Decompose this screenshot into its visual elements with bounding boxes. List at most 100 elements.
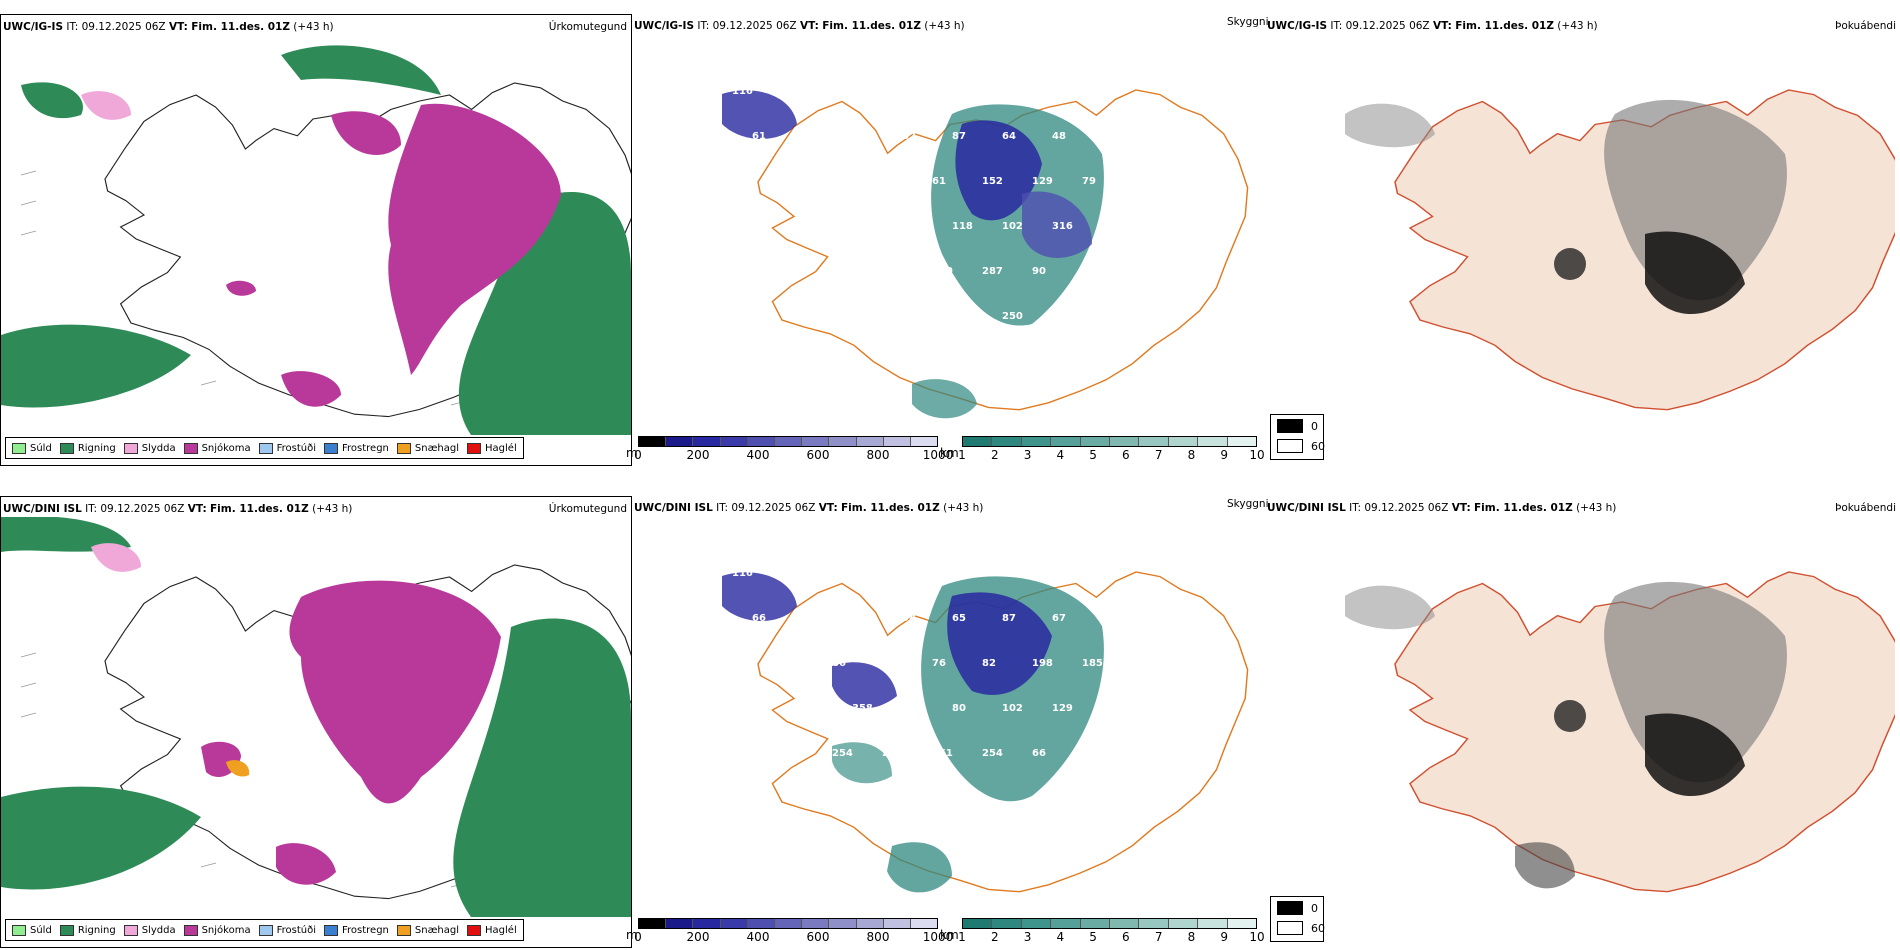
colorbar-segment <box>883 437 911 446</box>
model-name: UWC/DINI ISL <box>634 502 713 514</box>
snow-unit: m <box>626 446 638 460</box>
colorbar-tick: 400 <box>746 930 770 944</box>
legend-item: Slydda <box>123 442 176 454</box>
snow-depth-label: 129 <box>1032 176 1053 187</box>
it-label: IT: <box>697 20 710 32</box>
valid-time: Fim. 11.des. 01Z <box>841 502 940 514</box>
fog-label-0: 0 <box>1311 419 1318 433</box>
snow-depth-label: 41 <box>732 658 746 669</box>
snow-depth-label: 76 <box>932 658 946 669</box>
lead-time: (+43 h) <box>924 20 965 32</box>
snow-depth-label: 81 <box>1102 613 1116 624</box>
snow-depth-label: 53 <box>882 568 896 579</box>
colorbar-tick: 1 <box>958 448 966 462</box>
colorbar-segment <box>720 919 748 928</box>
vt-label: VT: <box>1451 502 1471 514</box>
low-visibility-area <box>887 842 952 893</box>
colorbar-segment <box>1110 919 1140 928</box>
snow-depth-label: 163 <box>1082 266 1103 277</box>
colorbar-segment <box>883 919 911 928</box>
visibility-colorbar: 1 2 3 4 5 6 7 8 9 10 km <box>940 436 1265 462</box>
fog-indicator-panel: UWC/DINI ISL IT: 09.12.2025 06Z VT: Fim.… <box>1265 496 1900 948</box>
colorbar-segment <box>666 919 694 928</box>
colorbar-segment <box>1139 919 1169 928</box>
legend-item: Súld <box>12 442 52 454</box>
precip-map <box>1 35 631 435</box>
legend-swatch <box>12 442 26 454</box>
snow-depth-label: 91 <box>982 86 996 97</box>
snow-depth-area <box>947 592 1052 695</box>
snow-depth-label: 227 <box>852 793 873 804</box>
colorbar-segment <box>1021 437 1052 446</box>
colorbar-tick: 2 <box>990 448 999 462</box>
colorbar-tick: 5 <box>1089 930 1097 944</box>
colorbar-tick: 800 <box>866 930 890 944</box>
sleet-area <box>91 543 141 572</box>
legend-label: Slydda <box>141 924 176 936</box>
colorbar-segment <box>666 437 694 446</box>
colorbar-tick: 4 <box>1056 448 1065 462</box>
colorbar-tick: 800 <box>866 448 890 462</box>
snow-depth-label: 118 <box>952 221 973 232</box>
snow-depth-label: 86 <box>782 176 796 187</box>
legend-item: Frostúði <box>258 442 316 454</box>
vt-label: VT: <box>799 20 819 32</box>
snow-depth-label: 61 <box>932 176 946 187</box>
colorbar-segment <box>963 919 993 928</box>
snow-depth-label: 254 <box>832 748 853 759</box>
ice-pellets-area <box>226 760 250 777</box>
legend-label: Slydda <box>141 442 176 454</box>
snow-depth-label: 57 <box>982 568 996 579</box>
colorbar-tick: 6 <box>1122 448 1130 462</box>
colorbar-segment <box>963 437 993 446</box>
snow-depth-label: 66 <box>752 613 766 624</box>
snow-depth-label: 87 <box>1002 613 1016 624</box>
snow-depth-label: 99 <box>882 266 896 277</box>
snow-depth-label: 67 <box>1052 613 1066 624</box>
snow-area <box>331 111 401 155</box>
fog-label-60: 60 <box>1311 439 1325 453</box>
low-visibility-area <box>832 742 892 784</box>
legend-item: Frostregn <box>324 924 389 936</box>
legend-label: Frostúði <box>276 442 316 454</box>
snow-depth-label: 119 <box>752 703 773 714</box>
snow-depth-label: 102 <box>1002 221 1023 232</box>
valid-time: Fim. 11.des. 01Z <box>822 20 921 32</box>
it-label: IT: <box>716 502 729 514</box>
panel-title-visibility: Skyggni <box>1227 498 1269 510</box>
legend-label: Snæhagl <box>414 924 460 936</box>
snow-depth-label: 58 <box>782 86 796 97</box>
visibility-map: 116 58 68 55 82 91 57 51 61 76 83 82 87 64 48 48 120 86 84… <box>722 86 1249 419</box>
legend-swatch <box>467 442 482 454</box>
legend-swatch <box>258 924 273 936</box>
colorbar-tick: 10 <box>1249 448 1265 462</box>
rain-area <box>1 324 191 408</box>
legend-label: Haglél <box>485 442 517 454</box>
precip-legend: Súld Rigning Slydda Snjókoma Frostúði Frostre… <box>5 437 524 459</box>
legend-swatch <box>59 924 74 936</box>
snow-depth-label: 74 <box>932 568 946 579</box>
snow-depth-label: 65 <box>952 613 966 624</box>
colorbar-tick: 5 <box>1089 448 1097 462</box>
snow-depth-label: 358 <box>852 703 873 714</box>
rain-area <box>281 45 441 95</box>
legend-swatch <box>258 442 273 454</box>
colorbar-segment <box>720 437 748 446</box>
legend-swatch <box>12 924 26 936</box>
snow-depth-label: 48 <box>1102 131 1116 142</box>
snow-depth-label: 461 <box>932 748 953 759</box>
valid-time: Fim. 11.des. 01Z <box>1474 502 1573 514</box>
snow-depth-label: 270 <box>952 311 973 322</box>
snow-depth-label: 116 <box>732 86 753 97</box>
legend-swatch <box>123 924 138 936</box>
model-name: UWC/IG-IS <box>3 21 64 33</box>
snow-depth-label: 84 <box>832 176 846 187</box>
colorbar-tick: 9 <box>1220 448 1229 462</box>
legend-item: Snjókoma <box>183 442 251 454</box>
colorbar-segment <box>910 437 938 446</box>
model-name: UWC/IG-IS <box>634 20 695 32</box>
rain-area <box>1 517 131 552</box>
fog-colorscale: 0 60 <box>1270 896 1325 942</box>
snow-depth-label: 32 <box>1052 311 1066 322</box>
visibility-panel: UWC/IG-IS IT: 09.12.2025 06Z VT: Fim. 11… <box>626 14 1269 466</box>
